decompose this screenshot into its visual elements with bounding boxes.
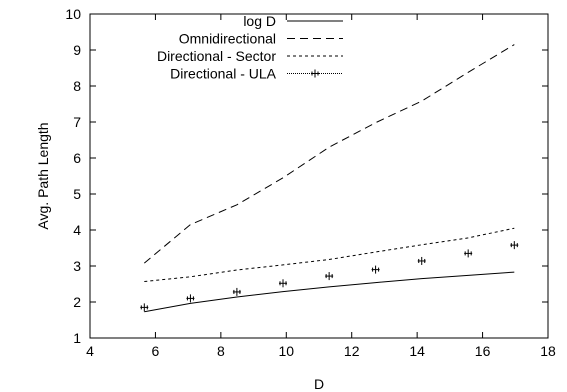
data-point-directional-ula <box>371 265 380 274</box>
y-tick-label: 1 <box>73 330 81 346</box>
y-tick-label: 6 <box>73 150 81 166</box>
x-tick-label: 18 <box>540 343 556 359</box>
legend-label-directional-sector: Directional - Sector <box>157 48 276 64</box>
legend-label-omnidirectional: Omnidirectional <box>179 31 276 47</box>
data-point-directional-ula <box>232 287 241 296</box>
x-tick-label: 6 <box>152 343 160 359</box>
y-tick-label: 7 <box>73 114 81 130</box>
data-point-directional-ula <box>510 241 519 250</box>
x-tick-label: 16 <box>475 343 491 359</box>
x-tick-label: 10 <box>278 343 294 359</box>
y-tick-label: 8 <box>73 78 81 94</box>
data-point-directional-ula <box>140 303 149 312</box>
x-tick-label: 8 <box>217 343 225 359</box>
y-axis-label: Avg. Path Length <box>35 122 51 229</box>
y-tick-label: 4 <box>73 222 81 238</box>
x-tick-label: 12 <box>344 343 360 359</box>
data-point-directional-ula <box>186 294 195 303</box>
legend-label-directional-ula: Directional - ULA <box>170 66 276 82</box>
y-tick-label: 5 <box>73 186 81 202</box>
legend-marker-directional-ula <box>311 69 319 78</box>
data-point-directional-ula <box>325 272 334 281</box>
y-tick-label: 10 <box>65 6 81 22</box>
series-line-directional-sector <box>144 227 515 282</box>
plot-frame <box>89 13 549 339</box>
legend-label-log-d: log D <box>243 13 276 29</box>
data-point-directional-ula <box>464 249 473 258</box>
x-tick-label: 4 <box>86 343 94 359</box>
data-point-directional-ula <box>279 279 288 288</box>
y-tick-label: 3 <box>73 258 81 274</box>
series-layer <box>140 44 519 313</box>
y-tick-label: 2 <box>73 294 81 310</box>
x-axis-label: D <box>314 376 324 392</box>
y-tick-label: 9 <box>73 42 81 58</box>
series-line-log-d <box>144 271 515 313</box>
data-point-directional-ula <box>417 256 426 265</box>
x-tick-label: 14 <box>409 343 425 359</box>
